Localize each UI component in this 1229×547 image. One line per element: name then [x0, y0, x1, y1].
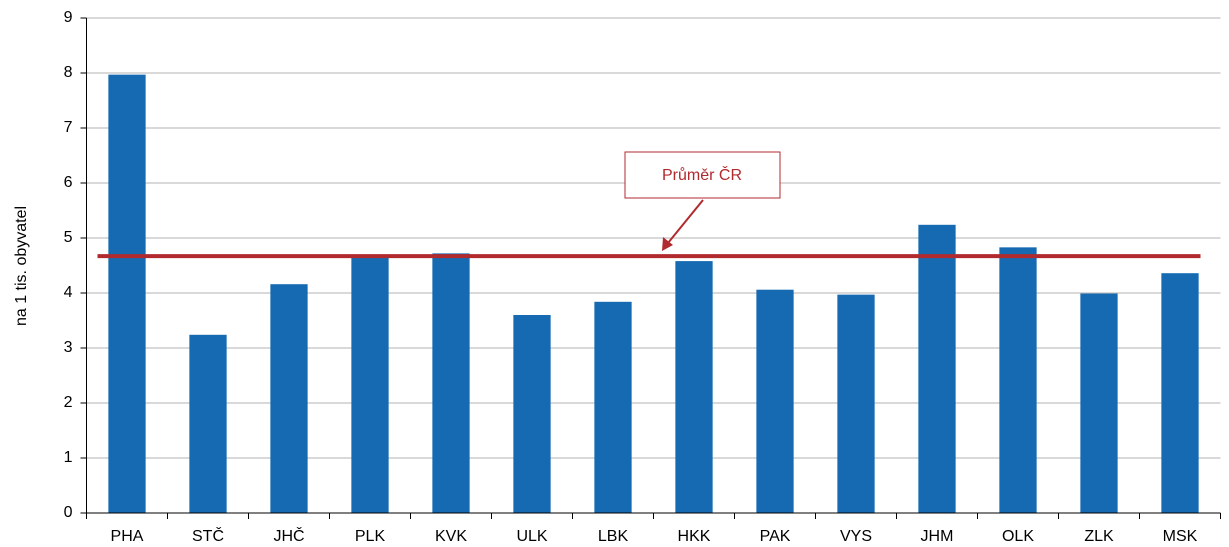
bar: [999, 247, 1037, 513]
bar: [189, 334, 227, 513]
y-tick-label: 4: [64, 284, 73, 301]
bar: [918, 224, 956, 514]
bar: [756, 289, 794, 513]
y-tick-label: 8: [64, 64, 73, 81]
bar: [675, 261, 713, 513]
y-tick-label: 6: [64, 174, 73, 191]
annotation-arrowhead: [662, 237, 673, 251]
bar: [594, 301, 632, 513]
x-tick-label: MSK: [1163, 528, 1198, 545]
bar: [108, 74, 146, 514]
y-tick-label: 2: [64, 394, 73, 411]
bar: [270, 284, 308, 513]
bar: [513, 315, 551, 513]
annotation-text: Průměr ČR: [662, 165, 742, 184]
x-tick-label: HKK: [678, 528, 711, 545]
bar: [351, 254, 389, 513]
x-tick-label: PAK: [760, 528, 791, 545]
y-tick-label: 1: [64, 449, 73, 466]
x-tick-label: OLK: [1002, 528, 1034, 545]
y-tick-label: 5: [64, 229, 73, 246]
x-tick-label: STČ: [192, 526, 224, 545]
bar: [1080, 293, 1118, 513]
bar: [837, 294, 875, 513]
annotation-box: [624, 151, 781, 199]
x-tick-label: ZLK: [1084, 528, 1114, 545]
x-tick-label: PHA: [111, 528, 144, 545]
y-axis-label: na 1 tis. obyvatel: [13, 206, 30, 326]
bar: [432, 253, 470, 513]
y-tick-label: 3: [64, 339, 73, 356]
x-tick-label: JHM: [921, 528, 954, 545]
y-tick-label: 0: [64, 504, 73, 521]
x-tick-label: JHČ: [273, 526, 304, 545]
y-tick-label: 7: [64, 119, 73, 136]
x-tick-label: LBK: [598, 528, 629, 545]
x-tick-label: VYS: [840, 528, 872, 545]
x-tick-label: KVK: [435, 528, 467, 545]
y-tick-label: 9: [64, 9, 73, 26]
x-tick-label: PLK: [355, 528, 386, 545]
x-tick-label: ULK: [516, 528, 547, 545]
annotation-arrow: [667, 199, 704, 244]
bar: [1161, 273, 1199, 513]
